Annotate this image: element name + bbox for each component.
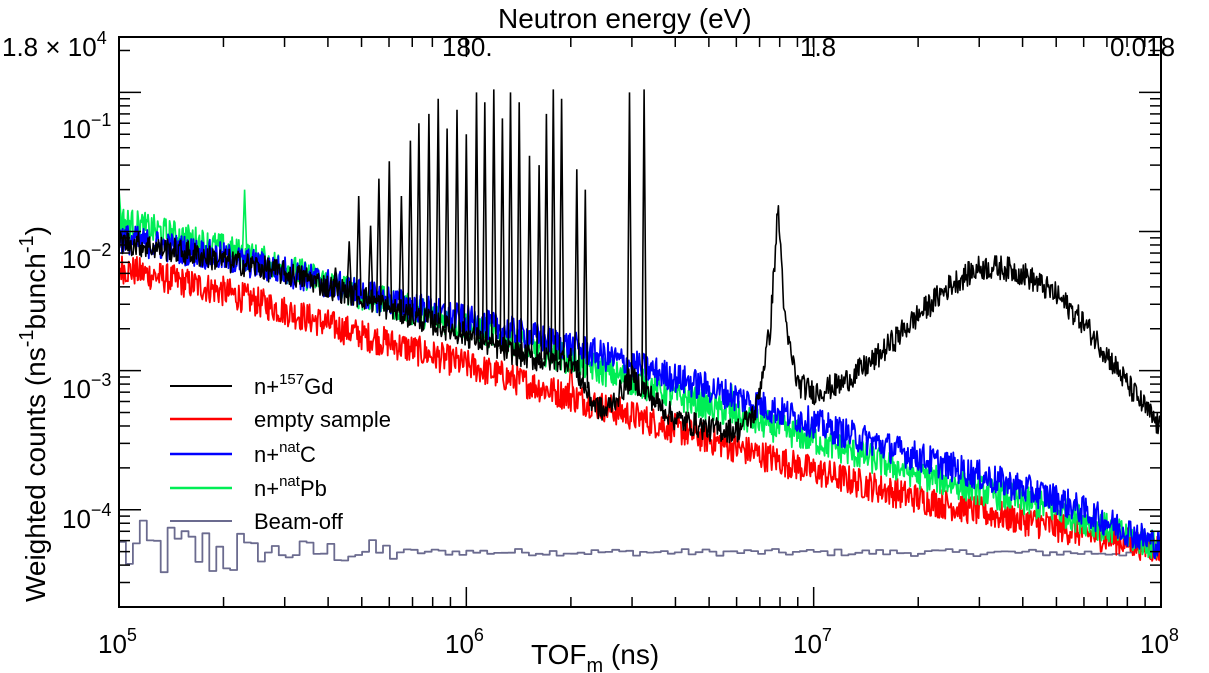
series-peak xyxy=(375,178,382,305)
top-tick-label: 180. xyxy=(442,32,493,62)
top-axis-title: Neutron energy (eV) xyxy=(498,3,752,34)
x-tick-label: 105 xyxy=(98,625,137,659)
legend-label: n+natC xyxy=(254,439,316,467)
series-layer xyxy=(119,89,1161,574)
series-peak xyxy=(558,98,565,360)
y-tick-labels: 10−4 10−3 10−2 10−1 xyxy=(62,110,111,534)
y-tick-label: 10−2 xyxy=(62,240,111,274)
series-peak xyxy=(499,118,506,349)
series-peak xyxy=(386,161,393,309)
legend-item: n+natPb xyxy=(170,473,327,501)
series-peak xyxy=(425,113,432,322)
top-tick-label: 1.8 × 104 xyxy=(2,28,107,62)
legend-label: empty sample xyxy=(254,407,391,432)
series-peak xyxy=(415,123,422,319)
legend-label: n+157Gd xyxy=(254,371,333,399)
tick-layer xyxy=(118,37,1162,608)
series-peak xyxy=(473,92,480,340)
series-peak xyxy=(536,165,543,360)
series-peak xyxy=(550,89,557,360)
y-tick-label: 10−1 xyxy=(62,110,111,144)
series-peak xyxy=(444,128,451,329)
legend-label: Beam-off xyxy=(254,509,344,534)
legend-item: empty sample xyxy=(170,407,391,432)
series-peak xyxy=(582,189,589,389)
series-peak xyxy=(526,155,533,358)
series-peak xyxy=(346,241,353,294)
x-tick-labels: 105 106 107 108 xyxy=(98,625,1179,659)
series-line xyxy=(119,255,1161,562)
x-tick-label: 106 xyxy=(445,625,484,659)
series-peak xyxy=(367,225,374,301)
legend: n+157Gd empty sample n+natC n+natPb Beam… xyxy=(170,371,391,534)
series-peak xyxy=(454,109,460,332)
series-peak xyxy=(507,92,514,352)
series-peak xyxy=(641,89,648,390)
series-peak xyxy=(573,169,580,372)
series-peak xyxy=(398,195,405,313)
x-tick-label: 107 xyxy=(793,625,832,659)
series-peak xyxy=(626,92,633,381)
legend-label: n+natPb xyxy=(254,473,327,501)
series-line xyxy=(119,205,1161,444)
x-axis-title: TOFm (ns) xyxy=(531,639,659,673)
series-peak xyxy=(407,140,414,316)
top-tick-labels: 1.8 × 104 180. 1.8 0.018 xyxy=(2,28,1175,62)
y-axis-title: Weighted counts (ns-1bunch-1) xyxy=(16,226,51,602)
series-peak xyxy=(435,98,442,326)
top-tick-label: 1.8 xyxy=(800,32,836,62)
top-tick-label: 0.018 xyxy=(1110,32,1175,62)
series-peak xyxy=(332,267,339,290)
series-peak xyxy=(516,102,523,355)
x-tick-label: 108 xyxy=(1140,625,1179,659)
legend-item: n+157Gd xyxy=(170,371,333,399)
series-peak xyxy=(490,89,497,346)
series-peak xyxy=(241,189,248,256)
series-peak xyxy=(355,195,362,296)
series-peak xyxy=(463,134,470,336)
y-tick-label: 10−3 xyxy=(62,370,111,404)
series-peak xyxy=(543,113,550,360)
legend-item: Beam-off xyxy=(170,509,344,534)
legend-item: n+natC xyxy=(170,439,316,467)
series-peak xyxy=(119,189,122,221)
y-tick-label: 10−4 xyxy=(62,500,111,534)
series-peak xyxy=(481,102,488,343)
plot-frame xyxy=(118,36,1162,608)
series-line xyxy=(119,519,1161,574)
